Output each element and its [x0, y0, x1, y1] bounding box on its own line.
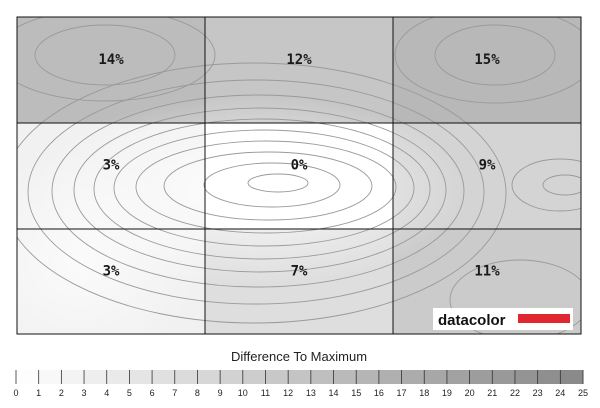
contour-line: [542, 174, 581, 196]
legend-tick-label: 2: [59, 388, 64, 398]
contour-line: [93, 118, 431, 260]
logo-background: [433, 308, 573, 330]
smooth-lobe: [17, 150, 200, 334]
legend-swatch: [197, 370, 221, 384]
legend-swatch: [560, 370, 584, 384]
legend-tick-label: 3: [82, 388, 87, 398]
legend-swatch: [16, 370, 40, 384]
contour-line: [394, 17, 581, 104]
legend-swatch: [84, 370, 108, 384]
legend-swatch: [129, 370, 153, 384]
legend-swatch: [310, 370, 334, 384]
contour-line: [113, 129, 415, 247]
contour-line: [51, 94, 465, 288]
legend-tick-label: 5: [127, 388, 132, 398]
legend-tick-label: 23: [533, 388, 543, 398]
legend-tick-label: 13: [306, 388, 316, 398]
cell-value-label: 11%: [474, 263, 500, 279]
contour-line: [27, 79, 485, 305]
plot-border: [16, 16, 582, 335]
legend-swatch: [446, 370, 470, 384]
legend-tick-label: 11: [261, 388, 270, 398]
legend-tick-label: 20: [465, 388, 475, 398]
legend-tick-label: 12: [283, 388, 293, 398]
legend-swatch: [333, 370, 357, 384]
contour-line: [247, 173, 309, 193]
logo-text: datacolor: [438, 312, 506, 329]
legend-tick-label: 4: [104, 388, 109, 398]
contour-line: [135, 140, 397, 234]
legend-swatch: [401, 370, 425, 384]
contour-line: [449, 259, 581, 334]
heat-cell: [393, 17, 581, 124]
cell-value-label: 15%: [474, 52, 500, 68]
cell-value-label: 7%: [291, 263, 308, 279]
legend-tick-label: 14: [329, 388, 339, 398]
cell-value-label: 12%: [286, 52, 312, 68]
legend-tick-label: 15: [351, 388, 361, 398]
cell-value-label: 9%: [479, 158, 496, 174]
contour-line: [511, 158, 581, 212]
legend-swatch: [514, 370, 539, 384]
contour-line: [163, 151, 373, 221]
contour-line: [17, 17, 216, 102]
cell-value-label: 0%: [291, 158, 308, 174]
legend-scale: 0 1 2 3 4 5 6 7 8 9 10 11 12 13 14 15 16 17 18 19 20 21 22 23 24…: [13, 370, 588, 398]
contour-line: [203, 162, 341, 208]
legend-swatch: [378, 370, 402, 384]
legend-tick-label: 25: [578, 388, 588, 398]
plot-area: 14% 12% 15% 3% 0% 9% 3% 7% 11% datacolor: [16, 16, 582, 335]
contour-lines: [17, 17, 581, 334]
legend-tick-label: 10: [238, 388, 248, 398]
legend-swatch: [242, 370, 266, 384]
logo-color-bar: [518, 314, 570, 323]
grid-lines: [17, 17, 581, 334]
legend-tick-label: 6: [150, 388, 155, 398]
contour-line: [73, 107, 447, 273]
legend-swatch: [61, 370, 85, 384]
legend-swatch: [288, 370, 312, 384]
legend-swatch: [174, 370, 198, 384]
legend-tick-label: 1: [36, 388, 41, 398]
legend-tick-label: 24: [555, 388, 565, 398]
legend-tick-label: 19: [442, 388, 452, 398]
legend-swatch: [106, 370, 130, 384]
cell-value-label: 3%: [103, 158, 120, 174]
legend-tick-label: 0: [13, 388, 18, 398]
cell-value-label: 14%: [98, 52, 124, 68]
legend-swatch: [265, 370, 289, 384]
legend-tick-label: 18: [419, 388, 429, 398]
legend-swatch: [537, 370, 561, 384]
legend-swatch: [38, 370, 62, 384]
legend-tick-label: 21: [487, 388, 497, 398]
legend-tick-label: 7: [172, 388, 177, 398]
legend-tick-label: 16: [374, 388, 384, 398]
cell-value-label: 3%: [103, 263, 120, 279]
legend-tick-label: 22: [510, 388, 520, 398]
legend-swatch: [492, 370, 516, 384]
legend-tick-label: 8: [195, 388, 200, 398]
legend-tick-label: 9: [218, 388, 223, 398]
datacolor-logo: datacolor: [433, 308, 573, 330]
legend-title: Difference To Maximum: [231, 349, 367, 364]
contour-line: [434, 24, 556, 86]
legend-swatch: [469, 370, 493, 384]
legend-swatch: [220, 370, 244, 384]
contour-line: [34, 24, 176, 86]
legend-swatch: [424, 370, 448, 384]
legend-tick-label: 17: [397, 388, 407, 398]
legend-swatch: [152, 370, 176, 384]
legend-swatch: [356, 370, 380, 384]
cell-labels: 14% 12% 15% 3% 0% 9% 3% 7% 11%: [98, 52, 500, 279]
contour-line: [17, 62, 507, 324]
